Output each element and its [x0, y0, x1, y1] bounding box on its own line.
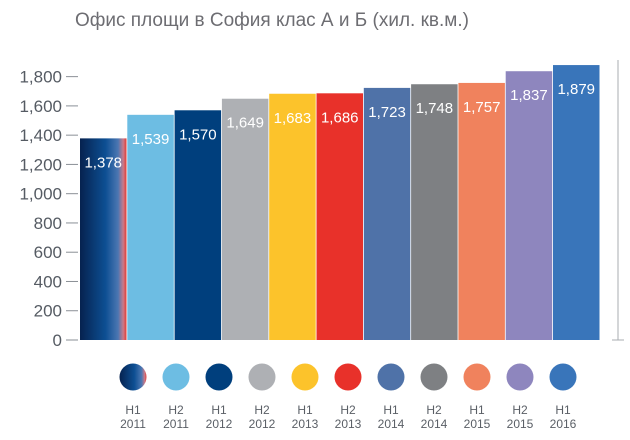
legend-swatch-h2-2011 [162, 363, 190, 391]
y-tick-label-0: 0 [53, 331, 62, 350]
legend-swatch-h1-2012 [205, 363, 233, 391]
y-tick-label-400: 400 [34, 272, 62, 291]
legend-label-h1-2014-line2: 2014 [378, 417, 405, 431]
legend-swatch-h1-2016 [549, 363, 577, 391]
legend-label-h1-2011-line1: H1 [125, 403, 141, 417]
legend-label-h2-2011-line2: 2011 [163, 417, 189, 431]
bar-value-label-h2-2011: 1,539 [132, 131, 170, 148]
bar-value-label-h1-2013: 1,683 [274, 110, 312, 127]
legend-swatch-h1-2013 [291, 363, 319, 391]
legend-label-h2-2011-line1: H2 [168, 403, 184, 417]
bar-value-label-h1-2015: 1,757 [463, 99, 501, 116]
legend-label-h2-2015-line2: 2015 [507, 417, 534, 431]
bar-h2-2012 [221, 98, 269, 340]
legend-label-h1-2013-line1: H1 [297, 403, 313, 417]
bar-h1-2016 [553, 65, 600, 340]
bar-value-label-h1-2014: 1,723 [368, 104, 406, 121]
legend-label-h1-2011-line2: 2011 [120, 417, 146, 431]
legend-label-h1-2012-line1: H1 [211, 403, 227, 417]
bar-value-label-h1-2012: 1,570 [179, 126, 217, 143]
legend-label-h2-2013-line1: H2 [340, 403, 356, 417]
y-tick-label-1800: 1,800 [19, 68, 62, 87]
legend-swatch-h2-2013 [334, 363, 362, 391]
bar-h2-2013 [316, 93, 363, 340]
bar-value-label-h2-2012: 1,649 [226, 115, 264, 132]
bar-value-label-h1-2011: 1,378 [84, 154, 122, 171]
legend-swatch-h2-2014 [420, 363, 448, 391]
y-tick-label-200: 200 [34, 302, 62, 321]
bar-value-label-h2-2015: 1,837 [510, 87, 548, 104]
legend-label-h1-2015-line1: H1 [469, 403, 485, 417]
legend-label-h1-2015-line2: 2015 [464, 417, 491, 431]
bar-value-label-h1-2016: 1,879 [557, 81, 595, 98]
legend-label-h2-2014-line2: 2014 [421, 417, 448, 431]
bar-h2-2014 [411, 84, 458, 341]
y-tick-label-800: 800 [34, 214, 62, 233]
bar-h1-2013 [269, 93, 316, 341]
y-tick-label-1000: 1,000 [19, 185, 62, 204]
bars [80, 60, 624, 341]
bar-h1-2012 [174, 110, 222, 340]
y-axis: 0 200 400 600 800 1,000 1,200 1,400 1,600 1,800 [19, 68, 78, 350]
legend-swatch-h2-2012 [248, 363, 276, 391]
legend-label-h1-2016-line1: H1 [555, 403, 571, 417]
legend-label-h2-2014-line1: H2 [426, 403, 442, 417]
legend-label-h2-2012-line2: 2012 [249, 417, 276, 431]
legend-swatch-h1-2015 [463, 363, 491, 391]
chart-title: Офис площи в София клас А и Б (хил. кв.м… [75, 10, 469, 31]
legend-label-h2-2015-line1: H2 [512, 403, 528, 417]
legend-label-h2-2013-line2: 2013 [335, 417, 362, 431]
legend-label-h1-2013-line2: 2013 [292, 417, 319, 431]
bar-value-label-h2-2013: 1,686 [321, 109, 359, 126]
y-tick-label-600: 600 [34, 243, 62, 262]
legend-label-h1-2016-line2: 2016 [550, 417, 577, 431]
y-tick-label-1400: 1,400 [19, 126, 62, 145]
bar-h2-2015 [505, 71, 553, 340]
value-labels: 1,378 1,539 1,570 1,649 1,683 1,686 1,723 1,748… [84, 81, 595, 171]
legend-swatch-h1-2014 [377, 363, 405, 391]
y-tick-label-1600: 1,600 [19, 97, 62, 116]
bar-h1-2014 [363, 87, 411, 341]
bar-value-label-h2-2014: 1,748 [416, 100, 454, 117]
legend-swatch-h2-2015 [506, 363, 534, 391]
legend-label-h1-2014-line1: H1 [383, 403, 399, 417]
y-tick-label-1200: 1,200 [19, 155, 62, 174]
bar-h2-2011 [127, 114, 174, 340]
bar-h1-2015 [458, 82, 505, 340]
bar-h1-2011 [80, 138, 127, 340]
legend-swatch-h1-2011 [119, 363, 147, 391]
legend-label-h2-2012-line1: H2 [254, 403, 270, 417]
legend-label-h1-2012-line2: 2012 [206, 417, 233, 431]
legend: H12011H22011H12012H22012H12013H22013H120… [119, 363, 577, 431]
